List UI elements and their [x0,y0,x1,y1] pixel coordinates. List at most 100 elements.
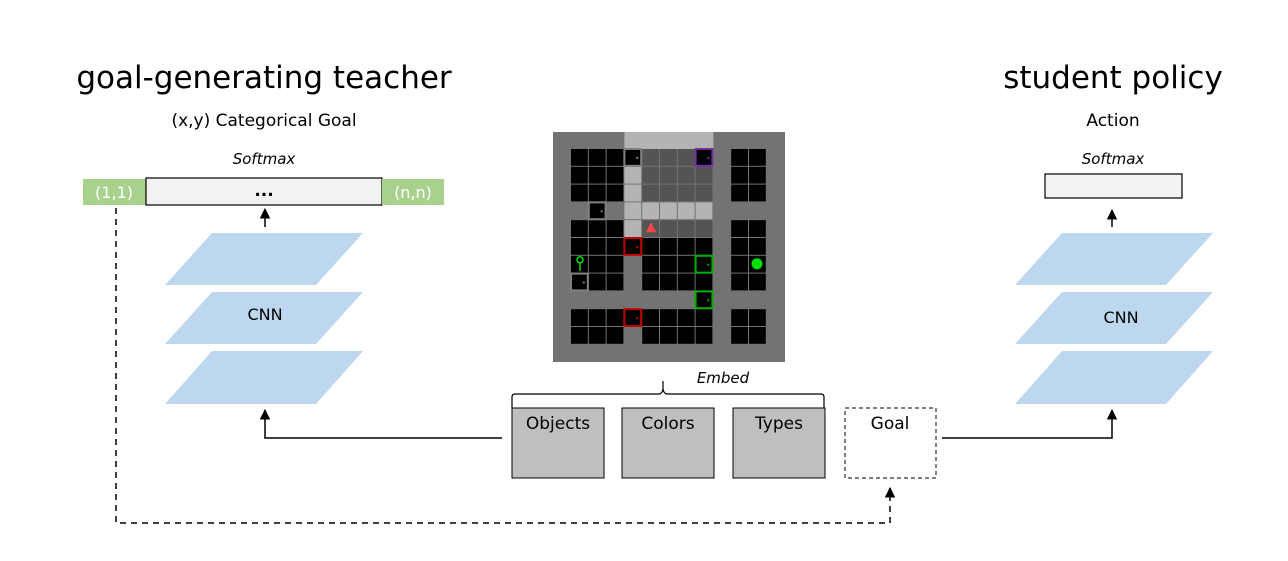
goal-first-cell-label: (1,1) [95,183,133,202]
grid-cell [749,327,766,344]
grid-cell [588,255,606,273]
goal-box [844,407,937,479]
grid-cell [677,149,695,166]
grid-cell [713,184,731,202]
grid-cell [624,255,642,273]
student-title: student policy [1003,60,1223,96]
door-icon [587,201,607,221]
embedding-inputs: Objects Colors Types [511,407,826,479]
grid-cell [588,166,606,184]
teacher-subtitle: (x,y) Categorical Goal [171,111,356,131]
goal-first-cell [83,179,146,205]
goal-to-student-arrow [942,408,1118,439]
grid-cell [677,166,695,184]
grid-cell [695,202,713,220]
types-box [732,407,826,479]
colors-box [621,407,715,479]
goal-last-cell-label: (n,n) [394,183,432,202]
gridworld-observation [553,132,785,362]
grid-cell [606,309,624,326]
grid-cell [677,184,695,202]
grid-cell [749,149,766,166]
grid-cell [731,327,748,344]
grid-cell [642,149,659,166]
student-action-output [1044,173,1183,199]
grid-cell [624,291,642,309]
grid-cell [749,202,766,220]
grid-cell [677,255,695,273]
grid-cell [749,309,766,326]
grid-cell [731,273,748,291]
door-handle [707,156,710,159]
grid-cell [749,166,766,184]
visible-band [624,132,714,149]
grid-cell [642,255,659,273]
door-handle [636,156,639,159]
embed-label: Embed [697,369,750,387]
grid-cell [731,238,748,255]
agent-triangle-icon [646,222,657,233]
grid-cell [642,309,659,326]
grid-cell [713,238,731,255]
grid-cell [624,327,642,344]
door-icon [623,148,643,167]
student-cnn-layer [1015,292,1213,344]
grid-cell [677,309,695,326]
grid-cell [677,238,695,255]
grid-cell [588,291,606,309]
grid-cell [749,238,766,255]
door-icon [623,308,643,328]
grid-cell [588,327,606,344]
grid-cell [606,149,624,166]
grid-cell [588,238,606,255]
door-icon [623,237,643,256]
grid-cell [588,184,606,202]
student-cnn-layer [1015,351,1213,404]
goal-last-cell [382,179,444,205]
grid-cell [642,273,659,291]
student-cnn: CNN [1015,233,1213,404]
grid-cell [695,184,713,202]
grid-cell [677,291,695,309]
grid-cell [749,291,766,309]
grid-cell [624,202,642,220]
grid-cell [713,149,731,166]
colors-label: Colors [641,414,694,434]
grid-cell [606,202,624,220]
grid-cell [642,166,659,184]
grid-cell [660,327,677,344]
teacher-softmax-label: Softmax [233,150,296,168]
grid-cell [624,184,642,202]
teacher-cnn: CNN [165,233,363,404]
teacher-title: goal-generating teacher [76,60,452,96]
grid-cell [660,291,677,309]
ball-icon [751,258,763,270]
grid-cell [588,220,606,237]
grid-cell [624,220,642,237]
grid-cell [731,291,748,309]
grid-cell [660,166,677,184]
grid-cell [606,238,624,255]
grid-cell [731,255,748,273]
teacher-goal-feedback-arrow [115,208,896,524]
grid-cell [660,309,677,326]
grid-cell [606,291,624,309]
grid-cell [749,220,766,237]
door-icon [570,272,589,292]
grid-cell [677,327,695,344]
grid-cell [571,149,588,166]
grid-cell [695,166,713,184]
goal-label: Goal [871,414,910,434]
door-icon [694,290,714,310]
grid-cell [642,184,659,202]
goal-middle-cells [145,177,383,206]
door-handle [636,245,639,248]
door-handle [707,299,710,302]
inputs-to-teacher-arrow [259,408,502,439]
grid-cell [660,255,677,273]
grid-cell [606,327,624,344]
door-icon [694,254,714,274]
grid-cell [695,220,713,237]
grid-cell [571,327,588,344]
